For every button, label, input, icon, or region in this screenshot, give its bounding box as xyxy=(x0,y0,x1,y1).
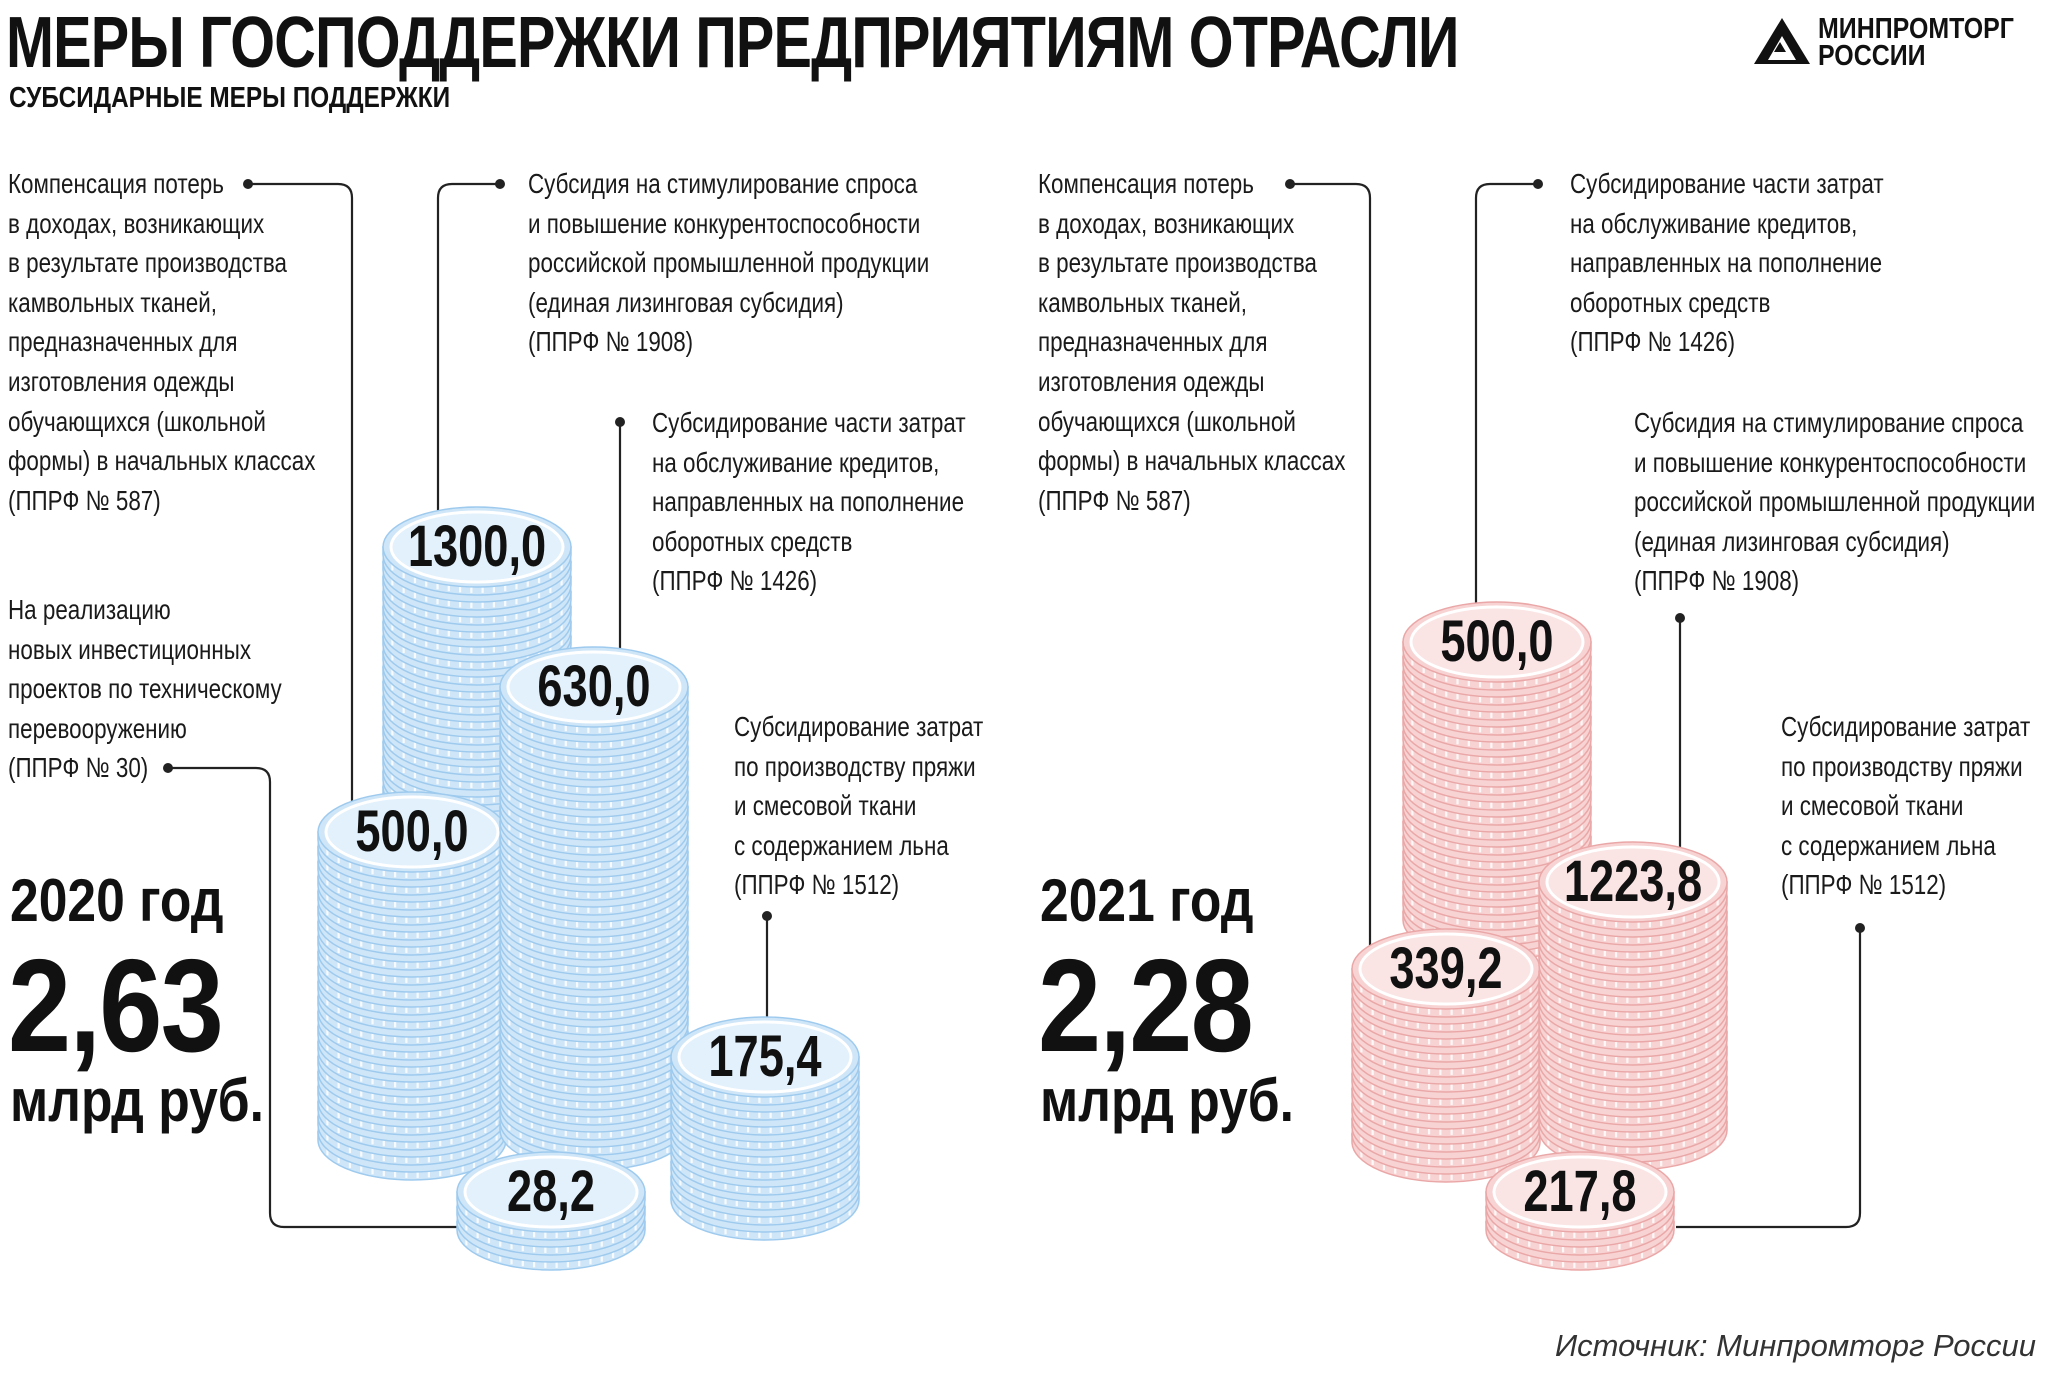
page-subtitle: СУБСИДАРНЫЕ МЕРЫ ПОДДЕРЖКИ xyxy=(9,82,451,114)
page-title: МЕРЫ ГОСПОДДЕРЖКИ ПРЕДПРИЯТИЯМ ОТРАСЛИ xyxy=(6,3,1459,83)
leader-dot-0-4 xyxy=(762,911,772,921)
logo-line-1: МИНПРОМТОРГ xyxy=(1818,13,2014,45)
value-label-2021-compensation: 339,2 xyxy=(1389,937,1502,1002)
year-label-2021: 2021 год xyxy=(1040,867,1254,934)
leader-dot-1-0 xyxy=(1285,179,1295,189)
stack-2020-investment: 28,2 xyxy=(456,1151,646,1271)
value-label-2020-investment: 28,2 xyxy=(507,1160,595,1225)
leader-line-0-3 xyxy=(168,766,458,1229)
leader-line-1-0 xyxy=(1290,182,1372,962)
leader-line-1-1 xyxy=(1474,182,1538,640)
total-unit-2021: млрд руб. xyxy=(1040,1067,1295,1134)
total-value-2020: 2,63 xyxy=(8,932,224,1079)
value-label-2020-leasing: 1300,0 xyxy=(408,515,546,580)
caption-2021-flax: Субсидирование затрат по производству пря… xyxy=(1781,711,2031,901)
stack-2020-credit: 630,0 xyxy=(499,646,689,1171)
stack-2021-flax: 217,8 xyxy=(1485,1151,1675,1271)
leader-dot-0-0 xyxy=(243,179,253,189)
leader-dot-1-3 xyxy=(1855,923,1865,933)
leader-dot-0-1 xyxy=(495,179,505,189)
leader-line-0-0 xyxy=(248,182,354,876)
caption-2021-leasing: Субсидия на стимулирование спроса и повыш… xyxy=(1634,407,2036,597)
value-label-2020-flax: 175,4 xyxy=(708,1025,821,1090)
stack-2021-compensation: 339,2 xyxy=(1351,928,1541,1183)
caption-2020-leasing: Субсидия на стимулирование спроса и повыш… xyxy=(528,168,930,358)
caption-2020-investment: На реализацию новых инвестиционных проекто… xyxy=(8,594,282,784)
total-value-2021: 2,28 xyxy=(1038,932,1254,1079)
stack-2021-leasing: 1223,8 xyxy=(1538,841,1728,1171)
stack-2020-compensation: 500,0 xyxy=(317,791,507,1181)
leader-dot-1-2 xyxy=(1675,613,1685,623)
leader-line-0-1 xyxy=(436,182,500,540)
year-label-2020: 2020 год xyxy=(10,867,224,934)
leader-dot-1-1 xyxy=(1533,179,1543,189)
source-note: Источник: Минпромторг России xyxy=(1554,1328,2036,1363)
value-label-2021-credit: 500,0 xyxy=(1440,610,1553,675)
leader-dot-0-3 xyxy=(163,763,173,773)
value-label-2020-credit: 630,0 xyxy=(537,655,650,720)
stack-2021-credit: 500,0 xyxy=(1402,601,1592,961)
leader-dot-0-2 xyxy=(615,417,625,427)
ministry-logo: МИНПРОМТОРГ РОССИИ xyxy=(1752,15,2014,71)
caption-2021-credit: Субсидирование части затрат на обслуживан… xyxy=(1570,168,1884,358)
value-label-2021-flax: 217,8 xyxy=(1523,1160,1636,1225)
stack-2020-flax: 175,4 xyxy=(670,1016,860,1241)
caption-2021-compensation: Компенсация потерь в доходах, возникающих… xyxy=(1038,168,1346,516)
logo-line-2: РОССИИ xyxy=(1818,40,1926,72)
value-label-2021-leasing: 1223,8 xyxy=(1564,850,1702,915)
logo-text: МИНПРОМТОРГ РОССИИ xyxy=(1818,13,2014,72)
caption-2020-credit: Субсидирование части затрат на обслуживан… xyxy=(652,407,966,597)
caption-2020-flax: Субсидирование затрат по производству пря… xyxy=(734,711,984,901)
leader-line-1-3 xyxy=(1676,928,1862,1229)
total-unit-2020: млрд руб. xyxy=(10,1067,265,1134)
triangle-logo-icon xyxy=(1754,18,1810,64)
value-label-2020-compensation: 500,0 xyxy=(355,800,468,865)
caption-2020-compensation: Компенсация потерь в доходах, возникающих… xyxy=(8,168,316,516)
